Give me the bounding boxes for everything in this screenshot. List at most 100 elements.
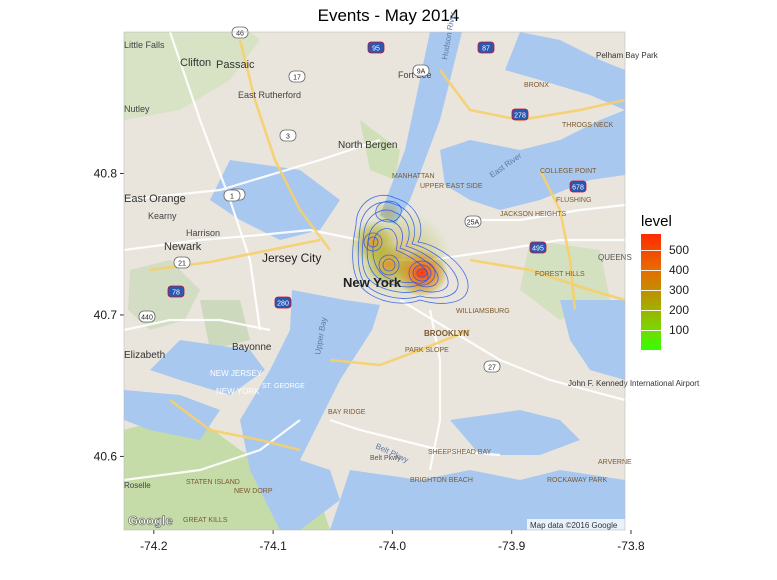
- legend-label: 500: [669, 243, 690, 257]
- place-label: Belt Pkwy: [370, 455, 401, 462]
- page-title: Events - May 2014: [317, 6, 460, 25]
- density-contours: [352, 194, 469, 304]
- route-shield-label: 678: [572, 185, 584, 192]
- place-label: MANHATTAN: [392, 173, 435, 180]
- place-label: FOREST HILLS: [535, 271, 585, 278]
- place-label: John F. Kennedy International Airport: [568, 379, 700, 388]
- legend-tick: [641, 310, 661, 311]
- place-label: BRIGHTON BEACH: [410, 477, 473, 484]
- place-label: East Orange: [124, 193, 186, 205]
- route-shield-icon: [569, 180, 587, 193]
- place-label: Clifton: [180, 57, 211, 69]
- place-label: THROGS NECK: [562, 122, 614, 129]
- y-tick-label: 40.7: [94, 308, 118, 322]
- legend-tick: [641, 290, 661, 291]
- y-tick-label: 40.6: [94, 449, 118, 463]
- place-label: Bayonne: [232, 342, 272, 353]
- east-river: [440, 110, 625, 210]
- place-label: Elizabeth: [124, 350, 165, 361]
- hotspot-peak: [396, 249, 448, 297]
- route-shield-icon: [138, 310, 156, 323]
- place-label: JACKSON HEIGHTS: [500, 211, 566, 218]
- panel-border: [123, 31, 626, 531]
- route-shield-label: 1: [230, 194, 234, 201]
- google-logo: Google: [128, 513, 173, 528]
- place-label: UPPER EAST SIDE: [420, 183, 483, 190]
- x-tick-label: -74.2: [140, 539, 168, 553]
- place-label: East Rutherford: [238, 90, 301, 100]
- place-label: GREAT KILLS: [183, 517, 228, 524]
- route-shield-icon: [223, 189, 241, 202]
- route-shield-icon: [367, 41, 385, 54]
- route-shield-icon: [412, 64, 430, 77]
- x-tick-label: -74.0: [379, 539, 407, 553]
- place-label: BROOKLYN: [424, 329, 469, 338]
- route-shield-icon: [483, 360, 501, 373]
- route-shield-label: 78: [172, 290, 180, 297]
- route-shield-icon: [464, 215, 482, 228]
- route-shield-icon: [511, 108, 529, 121]
- route-shield-label: 280: [277, 301, 289, 308]
- legend-label: 100: [669, 323, 690, 337]
- attribution-text: Map data ©2016 Google: [530, 521, 618, 530]
- route-shield-icon: [231, 26, 249, 39]
- place-label: STATEN ISLAND: [186, 479, 240, 486]
- route-shield-label: 95: [372, 46, 380, 53]
- legend-label: 200: [669, 303, 690, 317]
- place-label: BAY RIDGE: [328, 409, 366, 416]
- route-shield-icon: [529, 241, 547, 254]
- hudson-river: [380, 32, 462, 225]
- place-label: Harrison: [186, 228, 220, 238]
- route-shield-label: 3: [286, 134, 290, 141]
- route-shield-label: 27: [488, 365, 496, 372]
- route-shield-label: 46: [236, 31, 244, 38]
- basemap: [124, 32, 625, 530]
- place-labels: Little Falls Clifton Passaic East Rutherfor…: [124, 11, 700, 524]
- x-tick-label: -73.9: [498, 539, 526, 553]
- upper-bay: [240, 290, 380, 530]
- place-label: SHEEPSHEAD BAY: [428, 449, 492, 456]
- place-label: Roselle: [124, 481, 151, 490]
- route-shield-label: 17: [293, 75, 301, 82]
- route-shield-label: 9A: [417, 69, 426, 76]
- place-label: NEW DORP: [234, 488, 273, 495]
- route-shield-label: 440: [141, 315, 153, 322]
- place-label: ST. GEORGE: [262, 383, 305, 390]
- legend-label: 300: [669, 283, 690, 297]
- route-shield-label: 21: [178, 261, 186, 268]
- x-tick-label: -74.1: [259, 539, 287, 553]
- newark-bay: [150, 340, 265, 395]
- route-shield-icon: [274, 296, 292, 309]
- route-shield-label: 87: [482, 46, 490, 53]
- route-shield-icon: [279, 129, 297, 142]
- place-label: NEW YORK: [216, 387, 260, 396]
- place-label: ARVERNE: [598, 459, 632, 466]
- route-shield-icon: [477, 41, 495, 54]
- legend-title: level: [641, 213, 672, 230]
- legend-tick: [641, 330, 661, 331]
- place-label: New York: [343, 275, 402, 290]
- place-label: COLLEGE POINT: [540, 168, 597, 175]
- y-tick-label: 40.8: [94, 166, 118, 180]
- place-label: Nutley: [124, 104, 150, 114]
- place-label: BRONX: [524, 82, 549, 89]
- place-label: WILLIAMSBURG: [456, 308, 510, 315]
- place-label: Jersey City: [262, 251, 321, 265]
- place-label: Little Falls: [124, 40, 165, 50]
- place-label: Pelham Bay Park: [596, 51, 659, 60]
- legend-colorbar: [641, 234, 661, 350]
- x-axis: -74.2 -74.1 -74.0 -73.9 -73.8: [140, 530, 645, 553]
- legend-label: 400: [669, 263, 690, 277]
- place-label: QUEENS: [598, 253, 632, 262]
- route-shield-icon: [173, 256, 191, 269]
- y-axis: 40.6 40.7 40.8: [94, 166, 124, 463]
- lower-bay: [330, 470, 625, 530]
- route-shield-label: 278: [514, 113, 526, 120]
- place-label: Newark: [164, 241, 202, 253]
- route-shield-icon: [288, 70, 306, 83]
- route-shield-icon: [167, 285, 185, 298]
- route-shield-label: 495: [532, 246, 544, 253]
- route-shield-label: 25A: [467, 220, 480, 227]
- place-label: FLUSHING: [556, 197, 591, 204]
